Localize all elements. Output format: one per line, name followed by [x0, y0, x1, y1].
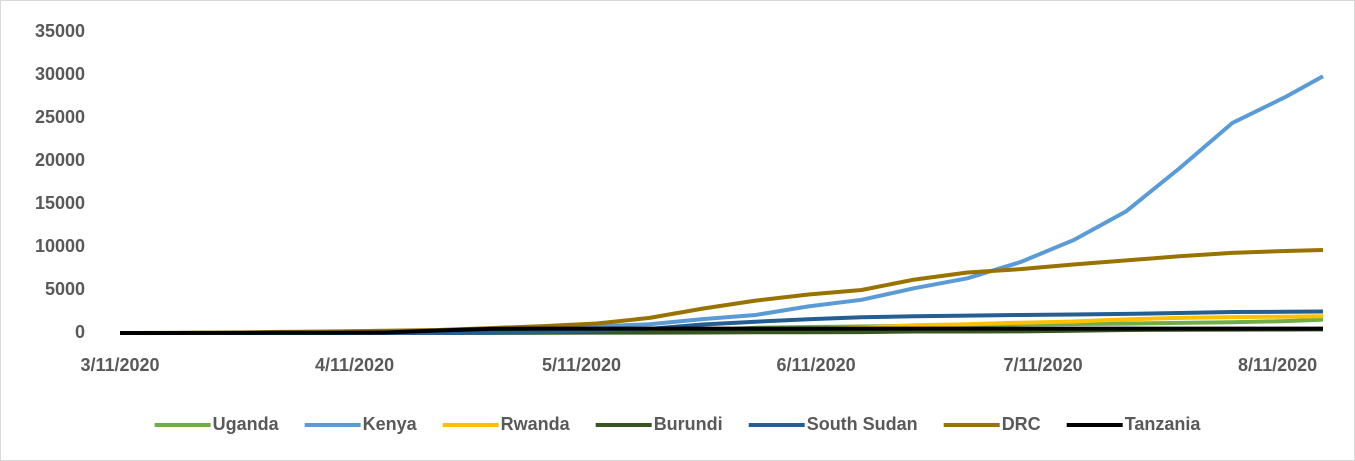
x-tick-label: 5/11/2020	[542, 355, 621, 375]
legend-label: Burundi	[654, 414, 723, 434]
y-tick-label: 25000	[35, 107, 85, 127]
y-tick-label: 35000	[35, 21, 85, 41]
y-tick-label: 5000	[45, 279, 85, 299]
y-tick-label: 15000	[35, 193, 85, 213]
x-tick-label: 8/11/2020	[1238, 355, 1317, 375]
y-tick-label: 0	[75, 322, 85, 342]
x-tick-label: 7/11/2020	[1004, 355, 1083, 375]
legend-item: DRC	[943, 414, 1041, 434]
x-tick-label: 4/11/2020	[315, 355, 394, 375]
y-tick-label: 20000	[35, 150, 85, 170]
legend-item: Burundi	[595, 414, 723, 434]
legend-item: Tanzania	[1066, 414, 1202, 434]
x-tick-label: 6/11/2020	[777, 355, 856, 375]
y-tick-label: 10000	[35, 236, 85, 256]
legend-item: Uganda	[154, 414, 280, 434]
legend-label: Uganda	[213, 414, 280, 434]
legend-label: Kenya	[363, 414, 418, 434]
legend-item: Kenya	[304, 414, 418, 434]
x-tick-label: 3/11/2020	[80, 355, 159, 375]
legend-label: South Sudan	[807, 414, 918, 434]
legend-item: Rwanda	[442, 414, 571, 434]
legend-label: DRC	[1002, 414, 1041, 434]
y-tick-label: 30000	[35, 64, 85, 84]
legend-label: Rwanda	[501, 414, 571, 434]
series-line	[120, 326, 1323, 335]
legend-label: Tanzania	[1125, 414, 1202, 434]
legend-item: South Sudan	[748, 414, 918, 434]
